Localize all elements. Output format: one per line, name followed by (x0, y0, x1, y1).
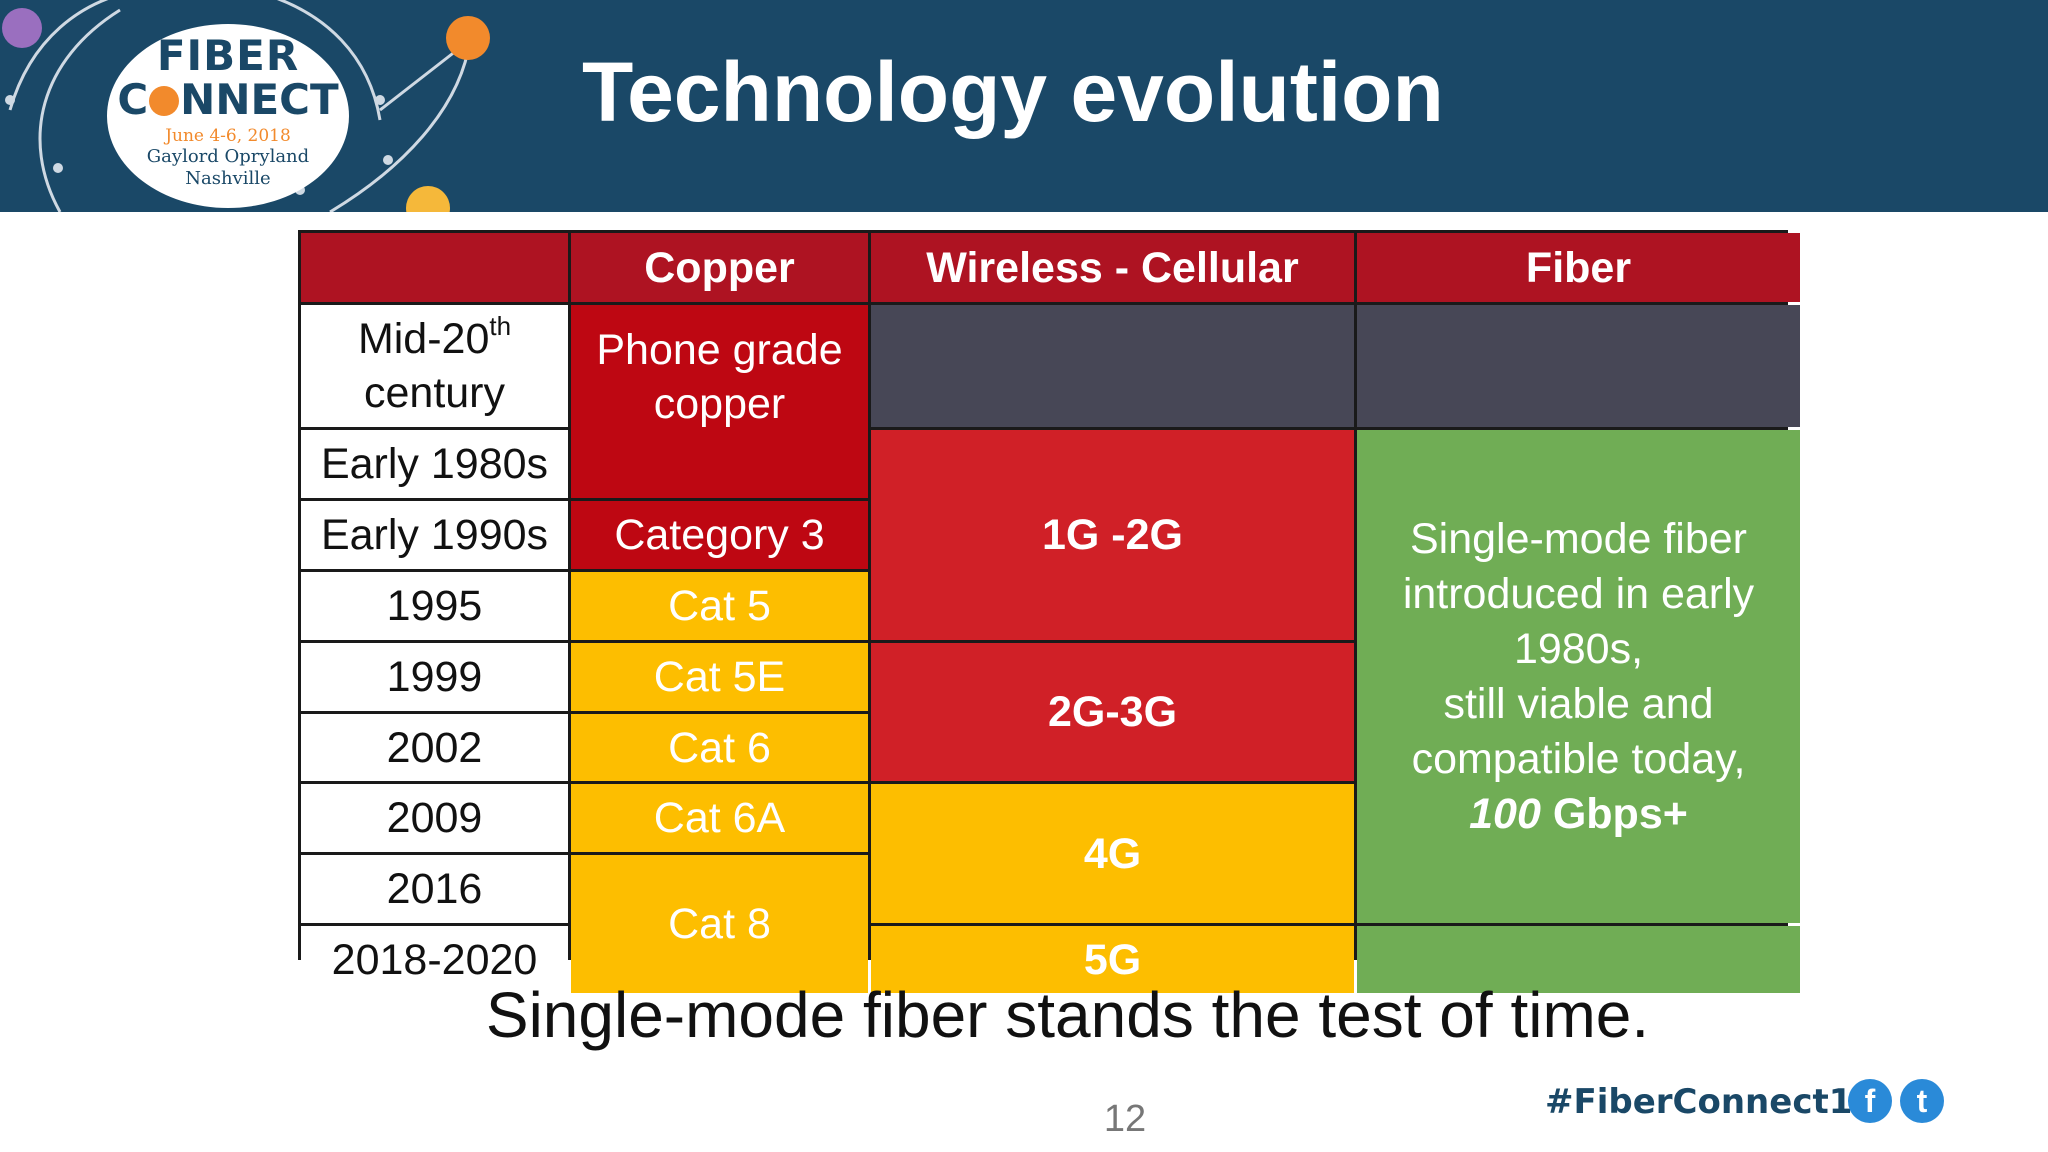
copper-cat-6a: Cat 6A (571, 784, 868, 852)
purple-node-icon (2, 8, 42, 48)
copper-cat-6: Cat 6 (571, 714, 868, 781)
wireless-1g-2g: 1G -2G (871, 430, 1354, 640)
year-1995: 1995 (301, 572, 568, 640)
logo-o-dot-icon (149, 86, 180, 116)
fiber-intro-text: Single-mode fiber introduced in early 19… (1402, 514, 1755, 673)
wireless-2g-3g: 2G-3G (871, 643, 1354, 781)
fiber-viable-text: still viable and compatible today, (1411, 679, 1746, 783)
logo-line-2: C NNECT (117, 75, 339, 124)
header-wireless: Wireless - Cellular (871, 233, 1354, 302)
year-2016: 2016 (301, 855, 568, 923)
year-1999: 1999 (301, 643, 568, 711)
year-2009: 2009 (301, 784, 568, 852)
copper-category-3: Category 3 (571, 501, 868, 569)
copper-cat-5e: Cat 5E (571, 643, 868, 711)
year-mid-20th-century: Mid-20th century (301, 305, 568, 427)
header-blank (301, 233, 568, 302)
slide-header: FIBER C NNECT June 4-6, 2018 Gaylord Opry… (0, 0, 2048, 212)
fiber-connect-logo: FIBER C NNECT June 4-6, 2018 Gaylord Opry… (107, 24, 349, 208)
fiber-single-mode: Single-mode fiber introduced in early 19… (1357, 430, 1800, 923)
technology-table: Copper Wireless - Cellular Fiber Mid-20t… (298, 230, 1800, 993)
wireless-5g: 5G (871, 926, 1354, 993)
header-copper: Copper (571, 233, 868, 302)
copper-phone-grade: Phone grade copper (571, 305, 868, 498)
page-title: Technology evolution (582, 45, 1444, 139)
orange-node-icon (446, 16, 490, 60)
yellow-node-icon (406, 186, 450, 212)
copper-cat-5: Cat 5 (571, 572, 868, 640)
fiber-speed: 100 Gbps+ (1469, 789, 1688, 838)
wireless-empty (871, 305, 1354, 427)
logo-city: Nashville (185, 168, 271, 189)
page-number: 12 (1103, 1098, 1147, 1140)
year-2018-2020: 2018-2020 (301, 926, 568, 993)
facebook-icon[interactable]: f (1848, 1079, 1892, 1123)
network-decoration (2, 0, 490, 212)
wireless-4g: 4G (871, 784, 1354, 923)
copper-cat-8: Cat 8 (571, 855, 868, 993)
header-fiber: Fiber (1357, 233, 1800, 302)
year-early-1990s: Early 1990s (301, 501, 568, 569)
year-early-1980s: Early 1980s (301, 430, 568, 498)
year-2002: 2002 (301, 714, 568, 781)
logo-dates: June 4-6, 2018 (165, 126, 291, 146)
fiber-5g-era (1357, 926, 1800, 993)
fiber-empty (1357, 305, 1800, 427)
logo-line-1: FIBER (156, 31, 300, 80)
logo-venue: Gaylord Opryland (146, 146, 310, 167)
twitter-icon[interactable]: t (1900, 1079, 1944, 1123)
hashtag: #FiberConnect18 (1545, 1082, 1877, 1122)
tagline: Single-mode fiber stands the test of tim… (485, 979, 1650, 1051)
